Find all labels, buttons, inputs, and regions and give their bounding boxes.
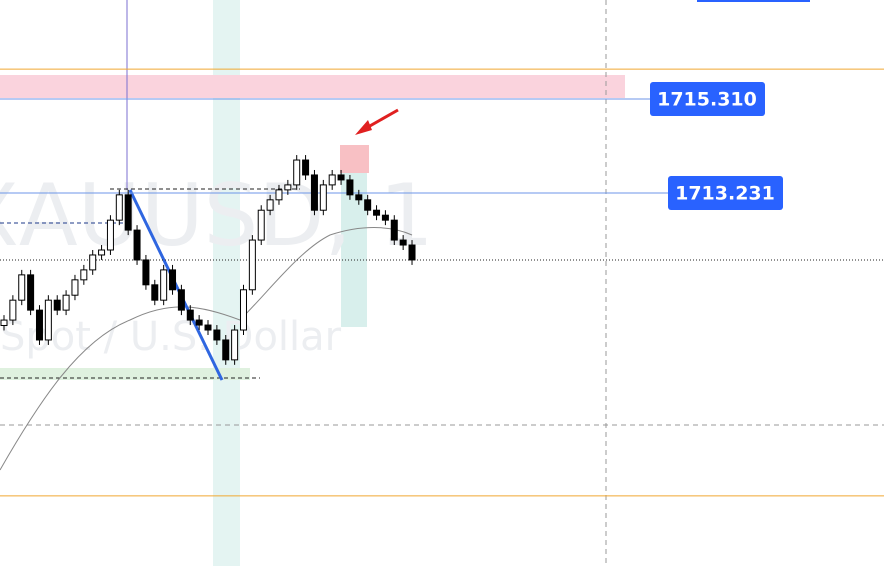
candle-body — [169, 269, 177, 291]
candle-body — [284, 184, 292, 191]
candle-body — [248, 239, 256, 291]
candle-body — [71, 279, 79, 296]
candle-body — [275, 189, 283, 201]
price-label-box — [650, 82, 765, 117]
moving-average — [0, 227, 413, 471]
candle-body — [80, 269, 88, 281]
candle-body — [373, 209, 381, 216]
candle-body — [399, 239, 407, 246]
watermark: XAUUSD, 1 — [0, 166, 434, 266]
candle-body — [9, 299, 17, 321]
candle-body — [204, 324, 212, 331]
candle-body — [62, 294, 70, 311]
price-label: 1713.231 — [675, 182, 775, 204]
candle-body — [213, 329, 221, 341]
candle-body — [337, 174, 345, 181]
label-box — [697, 0, 810, 2]
candle-body — [35, 309, 43, 341]
candle-body — [195, 319, 203, 326]
candle-body — [89, 254, 97, 271]
candle-body — [302, 159, 310, 176]
candle-body — [346, 179, 354, 196]
price-label: 1715.310 — [657, 89, 757, 111]
candle-body — [115, 194, 123, 221]
candle-body — [222, 339, 230, 361]
candle-body — [319, 184, 327, 211]
candle-body — [53, 299, 61, 311]
candle-body — [177, 289, 185, 311]
candle-body — [239, 289, 247, 331]
candle-body — [44, 299, 52, 341]
candle-body — [18, 274, 26, 301]
candle-body — [231, 329, 239, 361]
zone — [0, 368, 250, 380]
zone — [0, 75, 625, 98]
zone — [340, 145, 369, 173]
candle-body — [106, 219, 114, 251]
zone — [341, 145, 367, 327]
candle-body — [364, 199, 372, 211]
candle-body — [133, 229, 141, 261]
candle-body — [0, 319, 8, 326]
candle-body — [390, 219, 398, 241]
candle-body — [151, 284, 159, 301]
candle-body — [355, 194, 363, 201]
candle-body — [27, 274, 35, 311]
candle-body — [328, 174, 336, 186]
candle-body — [142, 259, 150, 286]
candle-body — [124, 194, 132, 231]
candle-body — [408, 244, 416, 261]
candle-body — [257, 209, 265, 241]
arrow-head — [355, 120, 372, 135]
watermark-sub: Spot / U.S. Dollar — [0, 314, 342, 360]
candle-body — [186, 309, 194, 321]
candle-body — [160, 269, 168, 301]
candle-body — [381, 214, 389, 221]
candle-body — [266, 199, 274, 211]
candle-body — [98, 249, 106, 256]
candle-body — [293, 159, 301, 186]
price-label-box — [668, 175, 783, 210]
candle-body — [310, 174, 318, 211]
